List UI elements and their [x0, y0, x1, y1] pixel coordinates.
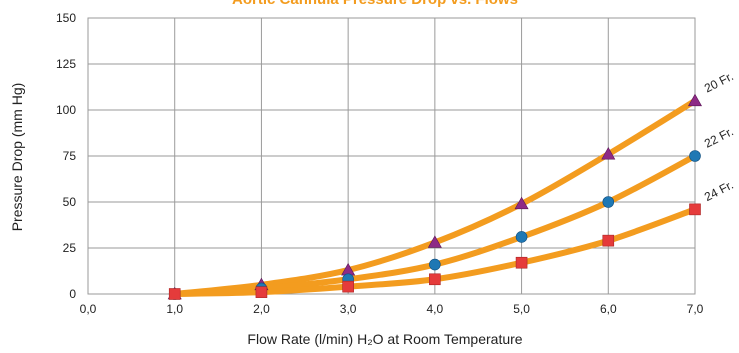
series-point: [602, 196, 615, 208]
x-axis-title: Flow Rate (l/min) H₂O at Room Temperatur…: [247, 331, 522, 347]
x-tick-label: 1,0: [166, 302, 183, 316]
series-label: 20 Fr.: [702, 69, 736, 95]
x-tick-label: 5,0: [513, 302, 530, 316]
series-label: 22 Fr.: [702, 124, 736, 150]
series-label: 24 Fr.: [702, 178, 736, 204]
x-tick-label: 6,0: [600, 302, 617, 316]
series-point: [601, 147, 616, 160]
series-layer: 20 Fr. 22 Fr. 24 Fr.: [167, 69, 736, 300]
series-point: [342, 280, 354, 293]
series-point: [168, 288, 181, 300]
y-tick-label: 150: [56, 11, 76, 25]
y-tick-label: 50: [63, 195, 77, 209]
x-tick-label: 4,0: [427, 302, 444, 316]
tick-layer: 0 25 50 75 100 125 150 0,0 1,0 2,0 3,0 4,0 5,0 6,0 7,0: [56, 11, 704, 316]
series-point: [515, 256, 528, 269]
series-point: [689, 150, 701, 162]
x-tick-label: 2,0: [253, 302, 270, 316]
y-tick-label: 25: [63, 241, 77, 255]
series-point: [429, 258, 441, 271]
series-point: [255, 286, 268, 298]
series-point: [514, 196, 529, 210]
chart-title: Aortic Cannula Pressure Drop vs. Flows: [232, 0, 518, 8]
y-tick-label: 100: [56, 103, 76, 117]
series-point: [602, 234, 615, 247]
series-point: [429, 273, 441, 286]
x-tick-label: 0,0: [80, 302, 97, 316]
series-point: [687, 93, 703, 107]
y-tick-label: 125: [56, 57, 76, 71]
x-tick-label: 3,0: [340, 302, 357, 316]
series-point: [427, 235, 442, 248]
grid: [87, 17, 696, 295]
series-point: [689, 203, 701, 216]
y-tick-label: 75: [63, 149, 77, 163]
x-tick-label: 7,0: [687, 302, 704, 316]
series-point: [515, 231, 528, 243]
y-axis-title: Pressure Drop (mm Hg): [9, 83, 25, 232]
y-tick-label: 0: [69, 287, 76, 301]
